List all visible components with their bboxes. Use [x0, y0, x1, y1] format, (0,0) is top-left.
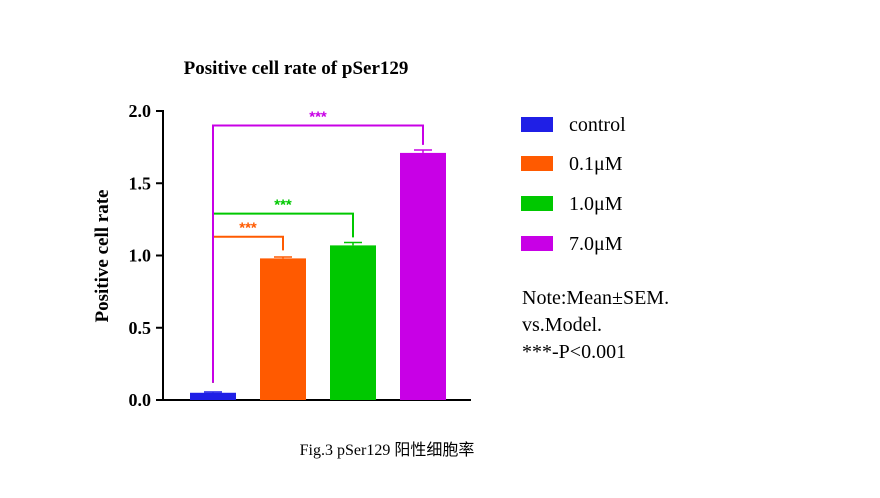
legend-swatch: [521, 156, 553, 171]
legend-swatch: [521, 236, 553, 251]
significance-bracket: [212, 124, 424, 383]
y-tick-label: 2.0: [129, 101, 152, 121]
y-axis: 0.0 0.5 1.0 1.5 2.0: [129, 101, 164, 410]
legend-label: 7.0μM: [569, 233, 623, 255]
bar-7.0μM: [400, 152, 446, 400]
note-line-3: ***-P<0.001: [522, 341, 626, 363]
significance-label: ***: [274, 197, 292, 214]
y-tick-label: 1.5: [129, 173, 152, 193]
legend: control 0.1μM 1.0μM 7.0μM: [521, 114, 626, 255]
note-block: Note:Mean±SEM. vs.Model. ***-P<0.001: [522, 287, 669, 363]
legend-swatch: [521, 196, 553, 211]
significance-label: ***: [309, 108, 327, 125]
bar-1.0μM: [330, 245, 376, 400]
legend-label: 0.1μM: [569, 153, 623, 175]
legend-label: 1.0μM: [569, 193, 623, 215]
bars-group: [190, 149, 446, 400]
y-tick-label: 0.5: [129, 318, 152, 338]
bar-0.1μM: [260, 258, 306, 400]
y-tick-label: 1.0: [129, 246, 152, 266]
legend-label: control: [569, 114, 626, 136]
bar-control: [190, 392, 236, 400]
y-tick-label: 0.0: [129, 390, 152, 410]
note-line-1: Note:Mean±SEM.: [522, 287, 669, 309]
significance-group: *** *** ***: [212, 108, 424, 383]
legend-swatch: [521, 117, 553, 132]
note-line-2: vs.Model.: [522, 314, 602, 336]
figure-caption: Fig.3 pSer129 阳性细胞率: [300, 441, 475, 459]
chart-title: Positive cell rate of pSer129: [184, 58, 409, 79]
y-axis-label: Positive cell rate: [92, 190, 113, 323]
significance-label: ***: [239, 220, 257, 237]
